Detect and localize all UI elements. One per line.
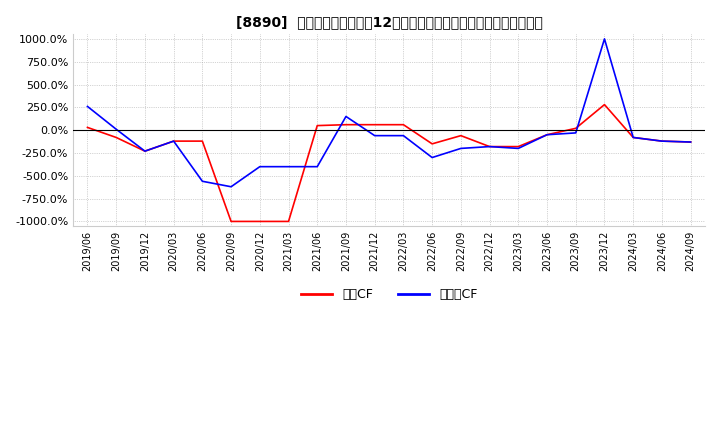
- フリーCF: [342, 114, 351, 119]
- 営業CF: [313, 123, 322, 128]
- フリーCF: [428, 155, 436, 160]
- 営業CF: [169, 139, 178, 144]
- Line: 営業CF: 営業CF: [87, 105, 690, 221]
- フリーCF: [657, 139, 666, 144]
- 営業CF: [456, 133, 465, 138]
- 営業CF: [256, 219, 264, 224]
- 営業CF: [657, 139, 666, 144]
- フリーCF: [83, 104, 91, 109]
- 営業CF: [629, 135, 637, 140]
- フリーCF: [629, 135, 637, 140]
- 営業CF: [370, 122, 379, 127]
- 営業CF: [514, 144, 523, 149]
- Legend: 営業CF, フリーCF: 営業CF, フリーCF: [296, 283, 482, 306]
- フリーCF: [456, 146, 465, 151]
- 営業CF: [686, 139, 695, 145]
- 営業CF: [342, 122, 351, 127]
- 営業CF: [399, 122, 408, 127]
- 営業CF: [600, 102, 609, 107]
- フリーCF: [313, 164, 322, 169]
- Line: フリーCF: フリーCF: [87, 39, 690, 187]
- 営業CF: [428, 141, 436, 147]
- 営業CF: [284, 219, 293, 224]
- フリーCF: [514, 146, 523, 151]
- フリーCF: [198, 179, 207, 184]
- フリーCF: [543, 132, 552, 137]
- 営業CF: [140, 149, 149, 154]
- フリーCF: [140, 149, 149, 154]
- フリーCF: [370, 133, 379, 138]
- 営業CF: [543, 132, 552, 137]
- フリーCF: [600, 36, 609, 41]
- フリーCF: [284, 164, 293, 169]
- フリーCF: [169, 139, 178, 144]
- 営業CF: [112, 135, 120, 140]
- フリーCF: [227, 184, 235, 189]
- フリーCF: [572, 130, 580, 136]
- フリーCF: [112, 127, 120, 132]
- フリーCF: [256, 164, 264, 169]
- Title: [8890]  キャッシュフローの12か月移動合計の対前年同期増減率の推移: [8890] キャッシュフローの12か月移動合計の対前年同期増減率の推移: [235, 15, 542, 29]
- フリーCF: [485, 144, 494, 149]
- 営業CF: [83, 125, 91, 130]
- 営業CF: [227, 219, 235, 224]
- 営業CF: [198, 139, 207, 144]
- 営業CF: [485, 144, 494, 149]
- フリーCF: [686, 139, 695, 145]
- フリーCF: [399, 133, 408, 138]
- 営業CF: [572, 126, 580, 131]
